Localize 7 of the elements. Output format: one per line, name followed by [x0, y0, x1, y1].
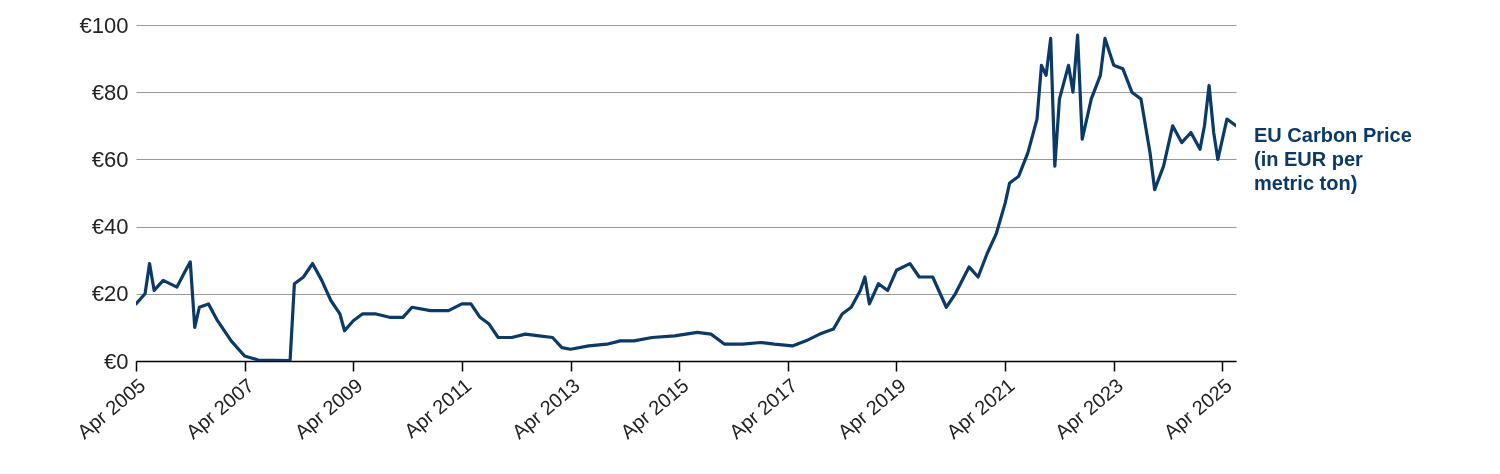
- y-tick-label: €40: [91, 214, 129, 240]
- y-tick-label: €0: [104, 348, 129, 374]
- y-tick-label: €60: [91, 146, 129, 172]
- y-tick-label: €20: [91, 281, 129, 307]
- series-label: EU Carbon Price (in EUR per metric ton): [1254, 123, 1412, 194]
- y-tick-label: €100: [79, 12, 129, 38]
- y-tick-label: €80: [91, 79, 129, 105]
